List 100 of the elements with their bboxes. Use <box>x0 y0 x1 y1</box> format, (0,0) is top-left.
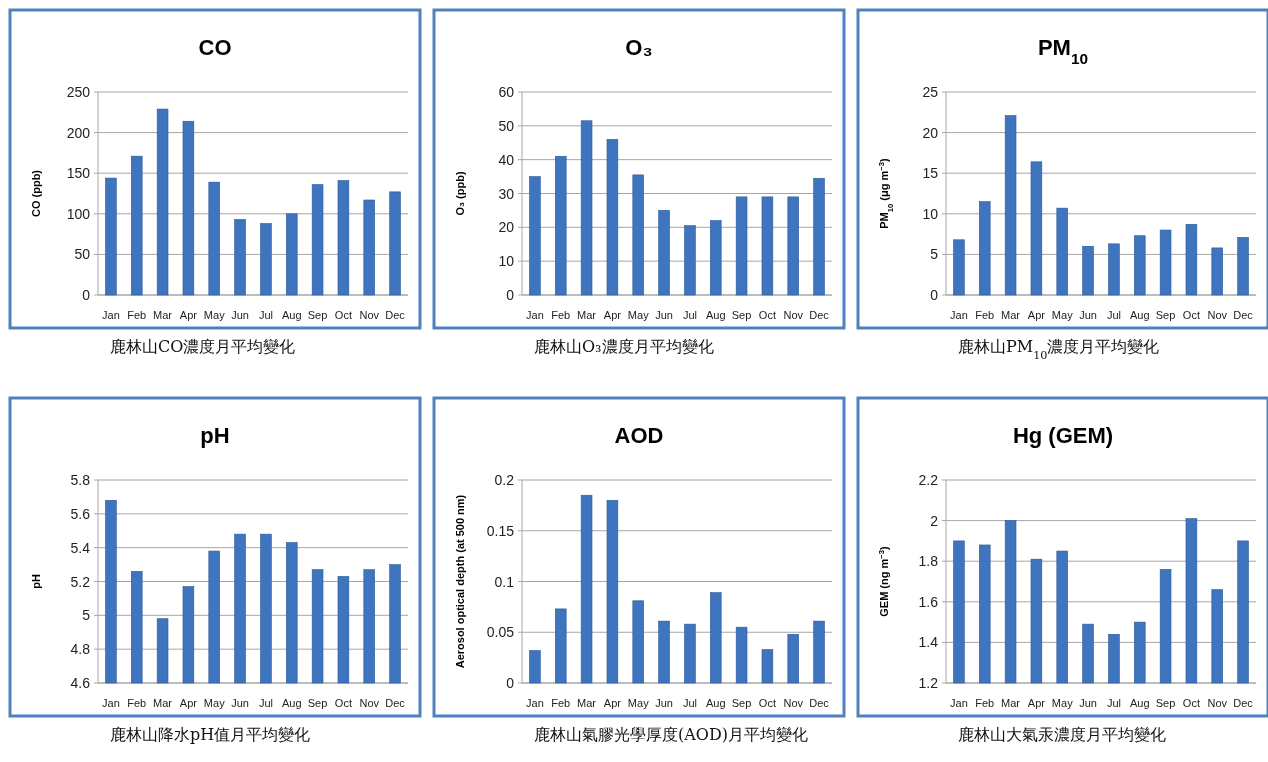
y-tick-label: 5.2 <box>70 573 91 590</box>
bar <box>1159 229 1172 296</box>
x-tick-label: Aug <box>281 697 302 709</box>
y-tick-label: 60 <box>498 84 515 100</box>
x-tick-label: Sep <box>731 309 752 321</box>
x-tick-label: Dec <box>1233 697 1254 709</box>
x-tick-label: Aug <box>281 309 302 321</box>
x-tick-label: Aug <box>1129 309 1150 321</box>
bar <box>1185 224 1198 296</box>
y-axis-title: CO (ppb) <box>30 169 42 218</box>
x-tick-label: Sep <box>1155 697 1176 709</box>
x-tick-label: May <box>627 309 650 321</box>
bar <box>182 120 195 296</box>
x-tick-label: Jun <box>1079 309 1097 321</box>
bar <box>813 177 825 296</box>
y-tick-label: 10 <box>498 253 515 270</box>
chart-title: O₃ <box>625 35 653 60</box>
text: 鹿林山降水pH值月平均變化 <box>110 725 311 744</box>
x-tick-label: Jan <box>950 309 968 321</box>
x-tick-label: Dec <box>809 697 830 709</box>
y-tick-label: 2.2 <box>918 472 939 488</box>
x-tick-label: Sep <box>731 697 752 709</box>
x-tick-label: May <box>1051 309 1074 321</box>
x-tick-label: Dec <box>1233 309 1254 321</box>
x-tick-label: Nov <box>783 309 804 321</box>
y-tick-label: 5.6 <box>70 505 91 522</box>
x-tick-label: Mar <box>1001 697 1021 709</box>
bar <box>555 608 567 684</box>
y-axis-title: O₃ (ppb) <box>454 171 466 216</box>
x-tick-label: Dec <box>385 697 406 709</box>
y-tick-label: 20 <box>498 219 515 236</box>
x-tick-label: Nov <box>783 697 804 709</box>
x-tick-label: Oct <box>758 309 776 321</box>
y-tick-label: 1.2 <box>918 675 939 691</box>
x-tick-label: Mar <box>577 697 597 709</box>
x-tick-label: Feb <box>551 309 571 321</box>
x-tick-label: Jan <box>950 697 968 709</box>
x-tick-label: Jul <box>682 309 697 321</box>
x-tick-label: Mar <box>577 309 597 321</box>
y-tick-label: 100 <box>66 205 91 222</box>
bar <box>131 155 143 296</box>
bar <box>260 223 272 296</box>
x-tick-label: Jan <box>526 309 544 321</box>
bar <box>389 191 401 296</box>
x-tick-label: Apr <box>603 697 622 709</box>
bar <box>710 220 722 296</box>
y-tick-label: 50 <box>498 117 515 134</box>
bar <box>1134 235 1146 296</box>
bar <box>684 623 696 684</box>
y-tick-label: 0.1 <box>494 573 515 590</box>
bar <box>632 174 644 296</box>
x-tick-label: Feb <box>551 697 571 709</box>
y-tick-label: 20 <box>922 124 939 141</box>
x-tick-label: Jul <box>682 697 697 709</box>
y-axis-title: pH <box>30 574 42 589</box>
x-tick-label: Feb <box>975 309 995 321</box>
bar <box>1237 237 1249 296</box>
bar <box>286 213 298 296</box>
x-tick-label: Aug <box>1129 697 1150 709</box>
x-tick-label: May <box>203 697 226 709</box>
y-tick-label: 0.15 <box>486 522 515 539</box>
bar <box>787 196 799 296</box>
x-tick-label: Nov <box>359 697 380 709</box>
bar <box>1211 247 1223 296</box>
text: 鹿林山O₃濃度月平均變化 <box>534 337 714 356</box>
bar <box>979 201 991 296</box>
x-tick-label: Oct <box>758 697 776 709</box>
bar <box>580 120 593 296</box>
x-tick-label: Nov <box>1207 697 1228 709</box>
bar <box>787 633 799 684</box>
text: 鹿林山PM$_{10}$濃度月平均變化 <box>958 337 1160 362</box>
y-tick-label: 2 <box>930 512 939 529</box>
y-tick-label: 4.6 <box>70 675 91 691</box>
bar <box>953 239 965 296</box>
chart-title: Hg (GEM) <box>1012 423 1114 448</box>
x-tick-label: Jul <box>1106 697 1121 709</box>
bar <box>813 620 825 684</box>
y-tick-label: 150 <box>66 165 91 182</box>
y-tick-label: 0.2 <box>494 472 515 488</box>
x-tick-label: Nov <box>1207 309 1228 321</box>
y-tick-label: 40 <box>498 151 515 168</box>
x-tick-label: Mar <box>153 697 173 709</box>
chart-title: CO <box>198 35 232 60</box>
text: 鹿林山大氣汞濃度月平均變化 <box>958 725 1166 744</box>
x-tick-label: Sep <box>307 697 328 709</box>
x-tick-label: Jan <box>526 697 544 709</box>
y-tick-label: 5.4 <box>70 539 91 556</box>
x-tick-label: Dec <box>385 309 406 321</box>
bar <box>208 181 220 296</box>
chart-title: pH <box>200 423 230 448</box>
text: 鹿林山氣膠光學厚度(AOD)月平均變化 <box>534 725 808 744</box>
y-tick-label: 30 <box>498 185 515 202</box>
y-tick-label: 1.8 <box>918 553 939 570</box>
y-tick-label: 10 <box>922 205 939 222</box>
x-tick-label: Feb <box>127 697 147 709</box>
y-tick-label: 0 <box>930 287 939 303</box>
bar <box>606 500 619 684</box>
bar <box>606 139 619 296</box>
y-tick-label: 25 <box>922 84 939 100</box>
bar <box>363 199 375 296</box>
